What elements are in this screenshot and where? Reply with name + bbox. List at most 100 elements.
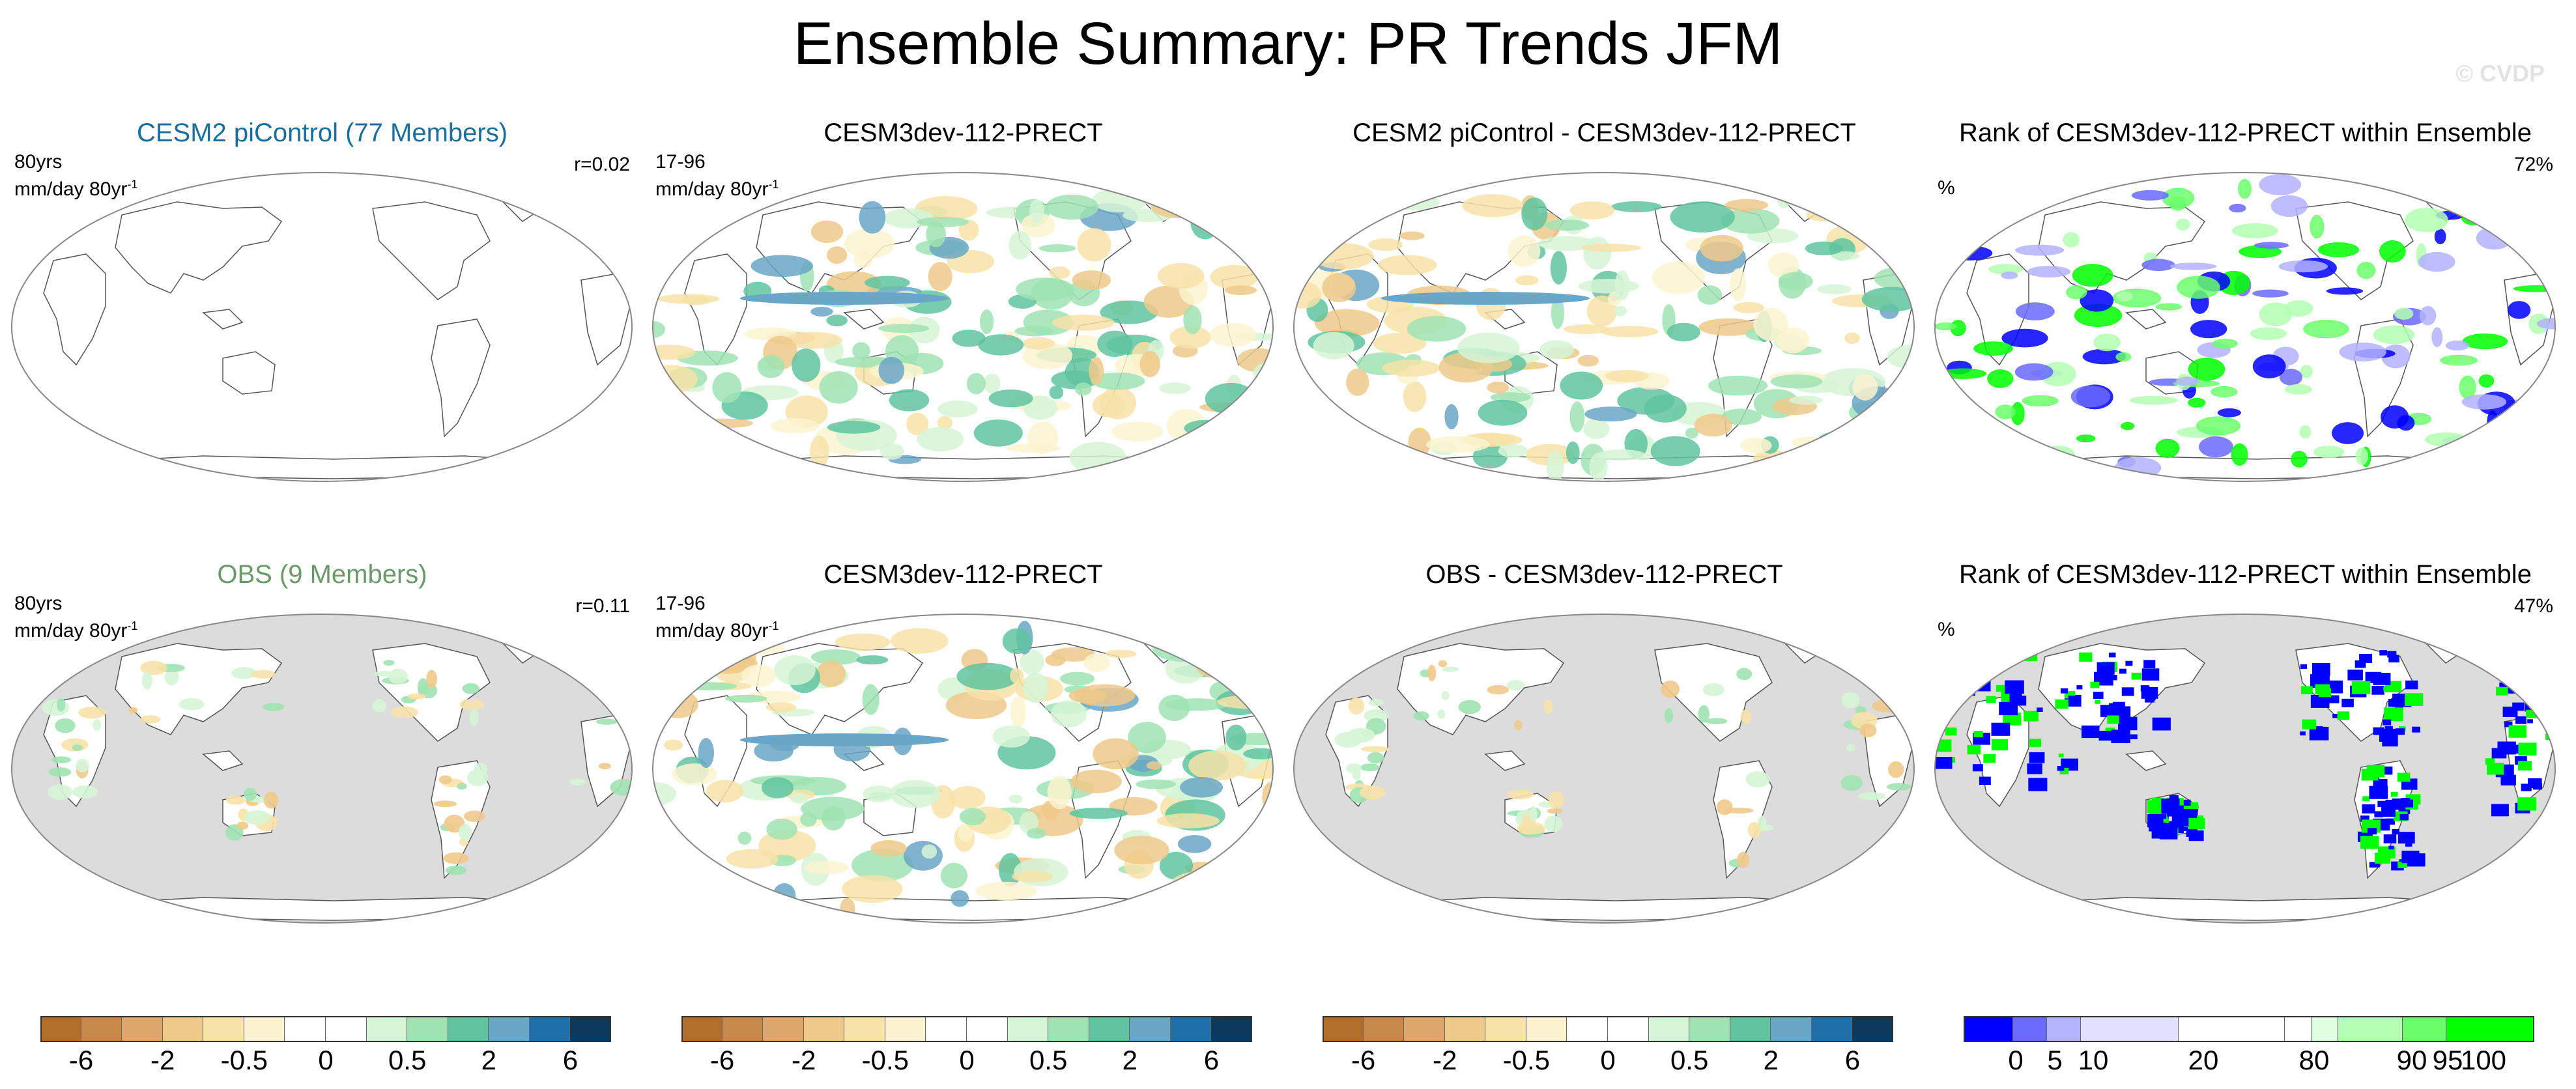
panel-period-label: 17-96: [655, 151, 706, 173]
colorbar-cell: [2311, 1016, 2339, 1042]
panel-period-label: 80yrs: [14, 151, 63, 173]
world-map: [11, 614, 633, 924]
colorbar-cell: [407, 1016, 448, 1042]
panel-units-text: mm/day 80yr-1: [14, 619, 138, 642]
main-title: Ensemble Summary: PR Trends JFM: [793, 10, 1783, 77]
colorbar-tick-label: 10: [2078, 1045, 2109, 1075]
colorbar-cell: [1048, 1016, 1089, 1042]
panel-title: CESM2 piControl - CESM3dev-112-PRECT: [1352, 119, 1856, 147]
colorbar-tick-label: 0: [2008, 1045, 2024, 1075]
colorbar-cell: [448, 1016, 489, 1042]
colorbar-tick-label: -2: [150, 1045, 175, 1075]
colorbar-cell: [844, 1016, 885, 1042]
colorbar-cell: [1964, 1016, 2014, 1042]
world-map: [1934, 172, 2556, 482]
world-map: [11, 172, 633, 482]
colorbar-cell: [1130, 1016, 1171, 1042]
colorbar-cell: [2046, 1016, 2081, 1042]
colorbar-tick-label: 95: [2432, 1045, 2463, 1075]
world-map: [652, 172, 1274, 482]
colorbar-cell: [325, 1016, 367, 1042]
trend-colorbar: [681, 1016, 1252, 1042]
panel-title: CESM3dev-112-PRECT: [823, 119, 1103, 147]
panel-period-label: %: [1938, 619, 1955, 640]
panel-period-label: 80yrs: [14, 593, 63, 614]
colorbar-tick-label: 6: [562, 1045, 579, 1075]
colorbar-cell: [244, 1016, 285, 1042]
colorbar-cell: [40, 1016, 81, 1042]
panel-title: Rank of CESM3dev-112-PRECT within Ensemb…: [1959, 560, 2532, 589]
colorbar-cell: [81, 1016, 122, 1042]
colorbar-tick-label: 80: [2298, 1045, 2330, 1075]
colorbar-cell: [2338, 1016, 2403, 1042]
colorbar-cell: [1485, 1016, 1526, 1042]
colorbar-cell: [285, 1016, 326, 1042]
panel-stat-label: r=0.02: [574, 154, 630, 175]
trend-colorbar: [1323, 1016, 1893, 1042]
colorbar-frame: [681, 1016, 1252, 1042]
colorbar-cell: [1567, 1016, 1608, 1042]
trend-colorbar: [40, 1016, 611, 1042]
panel-period-label: %: [1938, 177, 1955, 199]
colorbar-cell: [2080, 1016, 2179, 1042]
panel-stat-label: r=0.11: [575, 595, 630, 617]
colorbar-cell: [1852, 1016, 1893, 1042]
colorbar-cell: [529, 1016, 571, 1042]
panel-units-label: %: [1938, 619, 1955, 641]
panel-stat-label: 47%: [2513, 595, 2553, 617]
panel-units-label: %: [1938, 177, 1955, 199]
panel-title: CESM3dev-112-PRECT: [823, 560, 1103, 589]
colorbar-frame: [40, 1016, 611, 1042]
panel-units-label: 17-96 mm/day 80yr-1: [655, 151, 779, 201]
colorbar-cell: [2285, 1016, 2312, 1042]
panel-units-label: 17-96 mm/day 80yr-1: [655, 593, 779, 642]
colorbar-cell: [1648, 1016, 1690, 1042]
colorbar-cell: [885, 1016, 926, 1042]
colorbar-cell: [803, 1016, 845, 1042]
colorbar-tick-label: -6: [1351, 1045, 1376, 1075]
colorbar-tick-label: 0: [1600, 1045, 1616, 1075]
panel-title: CESM2 piControl (77 Members): [136, 119, 508, 147]
panel-title: OBS - CESM3dev-112-PRECT: [1425, 560, 1783, 589]
colorbar-cell: [1089, 1016, 1130, 1042]
colorbar-tick-label: -0.5: [861, 1045, 909, 1075]
world-map: [1934, 614, 2556, 924]
colorbar-tick-label: 0.5: [1670, 1045, 1709, 1075]
colorbar-cell: [1444, 1016, 1486, 1042]
panel-units-label: 80yrs mm/day 80yr-1: [14, 593, 137, 642]
colorbar-cell: [203, 1016, 244, 1042]
colorbar-cell: [1363, 1016, 1405, 1042]
colorbar-cell: [2179, 1016, 2285, 1042]
colorbar-cell: [2013, 1016, 2047, 1042]
world-map: [652, 614, 1274, 924]
colorbar-tick-label: 6: [1844, 1045, 1861, 1075]
rank-colorbar: [1964, 1016, 2534, 1042]
panel-title: OBS (9 Members): [217, 560, 427, 589]
map-panel-6: CESM3dev-112-PRECT 17-96 mm/day 80yr-1: [649, 559, 1278, 982]
colorbar-tick-label: -0.5: [220, 1045, 268, 1075]
colorbar-tick-label: -2: [1433, 1045, 1457, 1075]
colorbar-tick-label: -6: [709, 1045, 735, 1075]
colorbar-cell: [1689, 1016, 1730, 1042]
map-panel-1: CESM2 piControl (77 Members) 80yrs mm/day …: [8, 117, 637, 541]
colorbar-frame: [1964, 1016, 2534, 1042]
panel-title: Rank of CESM3dev-112-PRECT within Ensemb…: [1959, 119, 2532, 147]
colorbar-tick-label: 2: [481, 1045, 496, 1075]
colorbar-cell: [926, 1016, 967, 1042]
colorbar-cell: [162, 1016, 204, 1042]
colorbar-tick-label: 2: [1122, 1045, 1138, 1075]
world-map: [1293, 172, 1915, 482]
colorbar-cell: [1730, 1016, 1771, 1042]
colorbar-tick-label: -6: [68, 1045, 94, 1075]
colorbar-tick-label: 0.5: [388, 1045, 427, 1075]
colorbar-cell: [966, 1016, 1008, 1042]
panel-period-label: 17-96: [655, 593, 706, 614]
colorbar-cell: [763, 1016, 804, 1042]
map-panel-7: OBS - CESM3dev-112-PRECT: [1290, 559, 1919, 982]
colorbar-cell: [1404, 1016, 1445, 1042]
map-panel-8: Rank of CESM3dev-112-PRECT within Ensemb…: [1931, 559, 2560, 982]
colorbar-cell: [1811, 1016, 1853, 1042]
colorbar-tick-label: 0: [959, 1045, 975, 1075]
map-panel-4: Rank of CESM3dev-112-PRECT within Ensemb…: [1931, 117, 2560, 541]
colorbar-tick-label: 20: [2188, 1045, 2219, 1075]
